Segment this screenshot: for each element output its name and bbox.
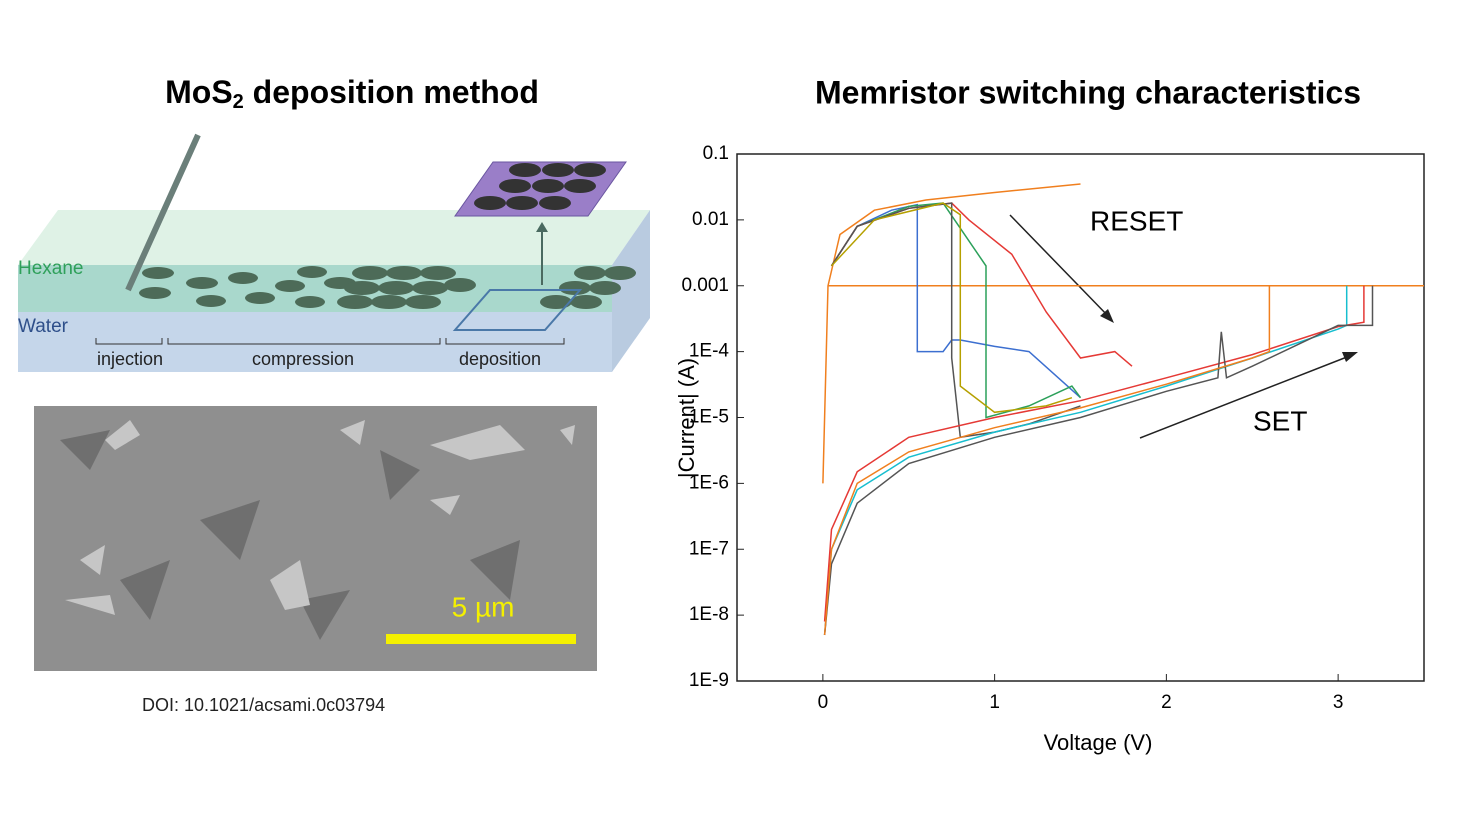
series-line [823, 285, 1348, 636]
y-tick-label: 0.1 [703, 143, 729, 164]
series-line [830, 202, 1073, 414]
lift-arrowhead [536, 222, 548, 232]
x-axis-label: Voltage (V) [1044, 730, 1153, 755]
set-arrowhead [1342, 352, 1358, 362]
x-tick-label: 1 [989, 692, 1000, 713]
needle [125, 133, 201, 292]
water-label: Water [18, 316, 69, 337]
side-face [612, 210, 650, 372]
diagram: Hexane Water injection compression depos… [18, 133, 650, 372]
series-line [830, 202, 1082, 419]
title-sub: 2 [233, 91, 244, 113]
flakes [139, 266, 636, 309]
left-title: MoS2 deposition method [165, 74, 539, 113]
y-tick-label: 1E-4 [689, 341, 730, 362]
sem-image: 5 µm [34, 406, 597, 671]
set-arrow [1139, 354, 1353, 439]
series-line [823, 285, 1374, 636]
braces [95, 338, 565, 345]
compression-label: compression [252, 349, 354, 369]
x-tick-label: 2 [1161, 692, 1172, 713]
series-line [830, 202, 1133, 367]
reset-arrow [1009, 214, 1111, 319]
sem-bright-flakes [65, 420, 575, 615]
y-tick-label: 1E-6 [689, 472, 729, 493]
doi: DOI: 10.1021/acsami.0c03794 [142, 695, 385, 715]
title-part: MoS [165, 74, 233, 110]
scale-bar [386, 634, 576, 644]
x-tick-label: 0 [818, 692, 829, 713]
x-tick-label: 3 [1333, 692, 1344, 713]
scale-bar-label: 5 µm [452, 591, 515, 622]
hexane-top [18, 210, 650, 265]
y-tick-label: 0.01 [692, 209, 729, 230]
series-line [830, 203, 1082, 399]
y-tick-label: 1E-8 [689, 604, 729, 625]
deposited-flakes [474, 163, 606, 210]
injection-label: injection [97, 349, 163, 369]
sem-dark-regions [60, 430, 520, 640]
annotation: RESET [1090, 205, 1183, 236]
series-line [822, 183, 1081, 484]
water-face [18, 312, 612, 372]
annotation: SET [1253, 405, 1307, 436]
y-tick-label: 1E-5 [689, 407, 729, 428]
chart-title: Memristor switching characteristics [815, 74, 1361, 110]
plot: 0 1 2 3 0.1 0.01 0.001 1E-4 1E-5 1E-6 1E-7 1E-8 1E-9 [681, 143, 1424, 713]
y-tick-label: 0.001 [681, 275, 729, 296]
substrate-outline [452, 289, 583, 331]
series-line [830, 202, 1081, 439]
deposition-label: deposition [459, 349, 541, 369]
y-tick-label: 1E-9 [689, 670, 729, 691]
series-line [823, 285, 1271, 636]
reset-arrowhead [1100, 309, 1114, 323]
hexane-label: Hexane [18, 258, 84, 279]
y-tick-label: 1E-7 [689, 538, 729, 559]
y-axis-label: |Current| (A) [674, 358, 699, 478]
title-part: deposition method [244, 74, 539, 110]
